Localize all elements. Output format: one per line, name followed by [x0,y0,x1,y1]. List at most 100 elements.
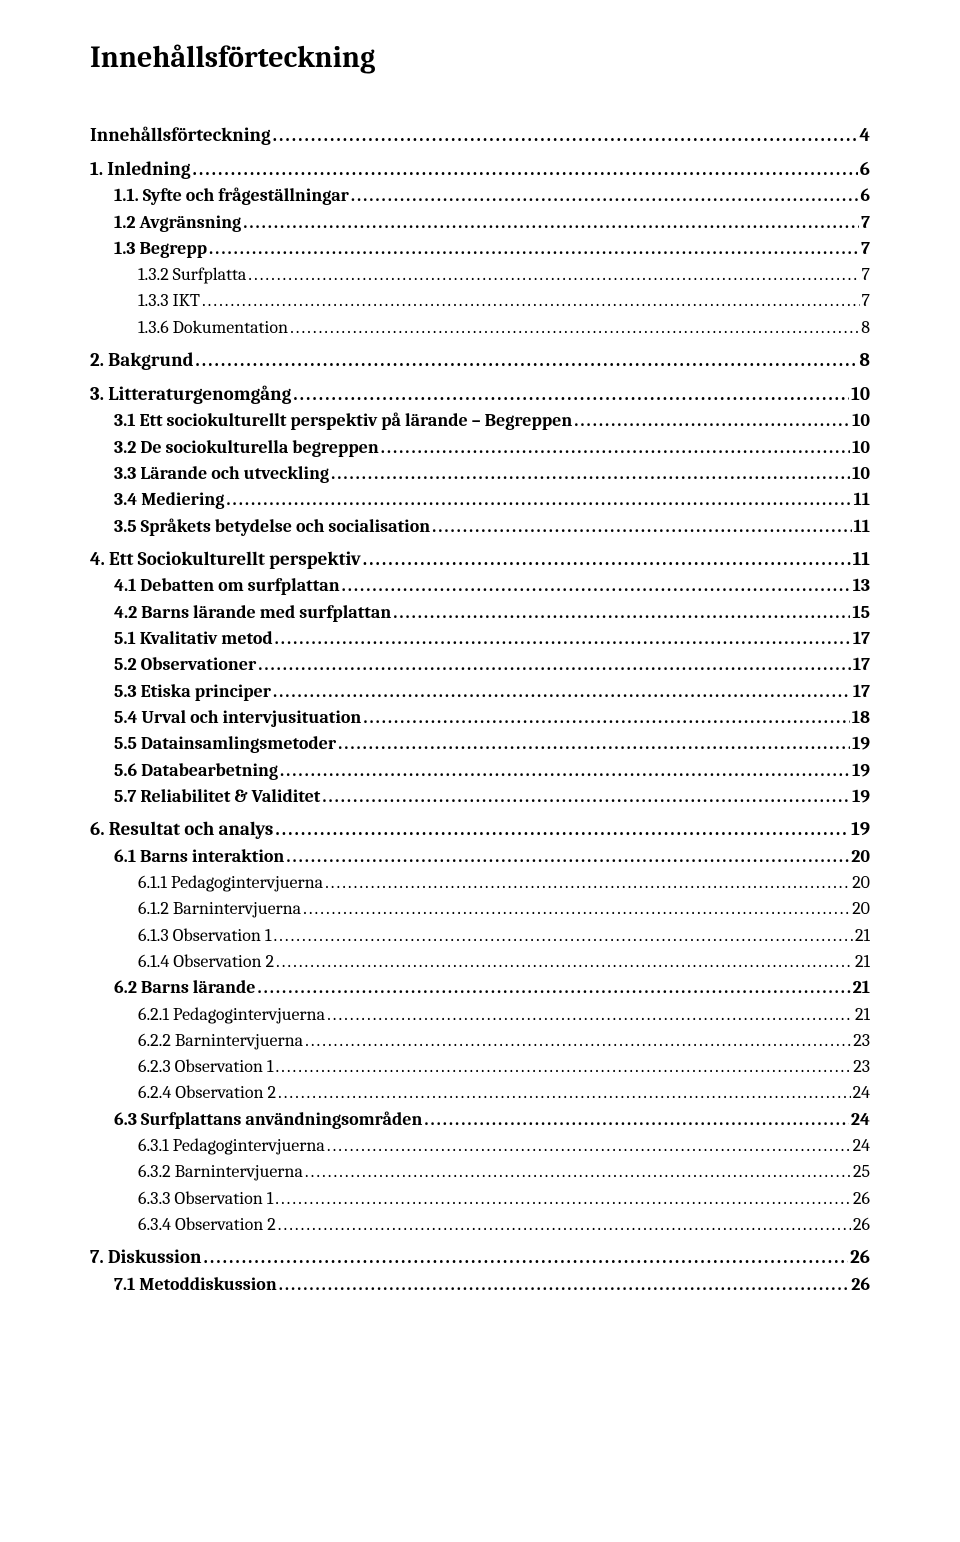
toc-entry-label: 1.3.3 IKT [138,289,200,313]
toc-entry: 5.1 Kvalitativ metod 17 [90,627,870,651]
toc-leader-dots [293,382,849,408]
toc-entry-label: 6.1.4 Observation 2 [138,950,274,974]
toc-entry-label: 1.3.2 Surfplatta [138,263,246,287]
toc-entry: 1.3.6 Dokumentation 8 [90,316,870,340]
toc-entry: 6.3.4 Observation 2 26 [90,1213,870,1237]
toc-entry: 3.1 Ett sociokulturellt perspektiv på lä… [90,409,870,433]
toc-leader-dots [202,289,860,313]
toc-entry: 6.2.4 Observation 224 [90,1081,870,1105]
toc-leader-dots [278,1213,851,1237]
toc-entry-label: 1.2 Avgränsning [114,211,241,235]
toc-leader-dots [351,184,858,208]
toc-entry-label: 5.7 Reliabilitet & Validitet [114,785,320,809]
toc-entry-label: 1.3 Begrepp [114,237,207,261]
page-title: Innehållsförteckning [90,40,870,75]
toc-leader-dots [273,680,851,704]
toc-entry-page: 7 [861,237,870,261]
toc-entry: 6.3.2 Barnintervjuerna25 [90,1160,870,1184]
toc-entry: 3.3 Lärande och utveckling 10 [90,462,870,486]
toc-leader-dots [258,976,851,1000]
toc-entry-label: 3.3 Lärande och utveckling [114,462,329,486]
toc-entry-label: 7. Diskussion [90,1245,201,1271]
toc-leader-dots [275,817,849,843]
toc-entry-label: 6. Resultat och analys [90,817,273,843]
toc-entry-page: 21 [853,976,870,1000]
toc-entry: 6.1.4 Observation 2 21 [90,950,870,974]
toc-entry: 7. Diskussion 26 [90,1245,870,1271]
toc-leader-dots [273,123,858,149]
toc-entry-label: 1.3.6 Dokumentation [138,316,288,340]
toc-entry-label: 3.4 Mediering [114,488,224,512]
toc-entry-label: 4. Ett Sociokulturellt perspektiv [90,547,361,573]
toc-leader-dots [424,1108,849,1132]
toc-leader-dots [195,348,857,374]
toc-entry-label: 6.2.3 Observation 1 [138,1055,273,1079]
toc-leader-dots [363,706,849,730]
toc-leader-dots [276,950,853,974]
toc-leader-dots [331,462,850,486]
toc-entry-page: 17 [853,627,870,651]
toc-entry-label: 6.1.3 Observation 1 [138,924,271,948]
toc-entry-label: 3. Litteraturgenomgång [90,382,291,408]
toc-entry-page: 11 [854,488,871,512]
toc-entry-page: 26 [851,1273,870,1297]
toc-entry-page: 24 [851,1108,870,1132]
toc-leader-dots [303,897,850,921]
table-of-contents: Innehållsförteckning41. Inledning61.1. S… [90,123,870,1297]
toc-entry-label: 5.6 Databearbetning [114,759,278,783]
toc-entry-page: 8 [859,348,870,374]
toc-leader-dots [338,732,850,756]
toc-entry-label: 3.5 Språkets betydelse och socialisation [114,515,430,539]
toc-entry-label: 6.2.2 Barnintervjuerna [138,1029,303,1053]
toc-entry-page: 7 [862,289,870,313]
toc-entry: 5.6 Databearbetning 19 [90,759,870,783]
toc-entry-label: 4.2 Barns lärande med surfplattan [114,601,391,625]
toc-entry: 3.4 Mediering 11 [90,488,870,512]
toc-entry: 5.7 Reliabilitet & Validitet19 [90,785,870,809]
toc-leader-dots [248,263,859,287]
toc-leader-dots [280,759,850,783]
toc-entry: 1.3.2 Surfplatta7 [90,263,870,287]
toc-entry-label: 6.2.1 Pedagogintervjuerna [138,1003,325,1027]
toc-entry-page: 13 [853,574,870,598]
toc-leader-dots [290,316,859,340]
toc-leader-dots [574,409,850,433]
toc-entry-page: 20 [851,845,870,869]
toc-entry-page: 11 [853,547,870,573]
toc-entry-page: 10 [851,382,870,408]
toc-entry: 4.2 Barns lärande med surfplattan15 [90,601,870,625]
toc-entry: 6.3.3 Observation 126 [90,1187,870,1211]
toc-entry-label: 3.1 Ett sociokulturellt perspektiv på lä… [114,409,572,433]
toc-leader-dots [305,1160,851,1184]
toc-entry-page: 23 [853,1055,870,1079]
toc-leader-dots [305,1029,851,1053]
toc-leader-dots [432,515,851,539]
toc-leader-dots [258,653,851,677]
toc-entry-page: 21 [855,950,870,974]
toc-leader-dots [226,488,851,512]
toc-entry-page: 20 [852,897,870,921]
toc-entry-page: 18 [852,706,870,730]
toc-entry: 6.2 Barns lärande21 [90,976,870,1000]
toc-entry-page: 26 [853,1213,870,1237]
toc-entry: 1.3 Begrepp 7 [90,237,870,261]
toc-entry-page: 11 [854,515,871,539]
toc-entry-page: 8 [861,316,870,340]
toc-entry-page: 4 [859,123,870,149]
toc-entry: 6.1.1 Pedagogintervjuerna20 [90,871,870,895]
toc-entry-page: 6 [860,157,870,183]
toc-entry-label: 5.1 Kvalitativ metod [114,627,273,651]
toc-entry-label: 6.3.4 Observation 2 [138,1213,276,1237]
toc-entry-page: 19 [852,759,870,783]
toc-leader-dots [393,601,850,625]
toc-entry-page: 26 [850,1245,870,1271]
toc-entry-label: 6.1.2 Barnintervjuerna [138,897,301,921]
toc-leader-dots [243,211,859,235]
toc-entry: 1.1. Syfte och frågeställningar6 [90,184,870,208]
toc-entry-label: 5.4 Urval och intervjusituation [114,706,361,730]
toc-entry: 5.5 Datainsamlingsmetoder19 [90,732,870,756]
toc-entry: 6.3 Surfplattans användningsområden24 [90,1108,870,1132]
toc-entry-page: 10 [852,462,870,486]
toc-entry: 1.3.3 IKT 7 [90,289,870,313]
toc-entry-label: 4.1 Debatten om surfplattan [114,574,340,598]
